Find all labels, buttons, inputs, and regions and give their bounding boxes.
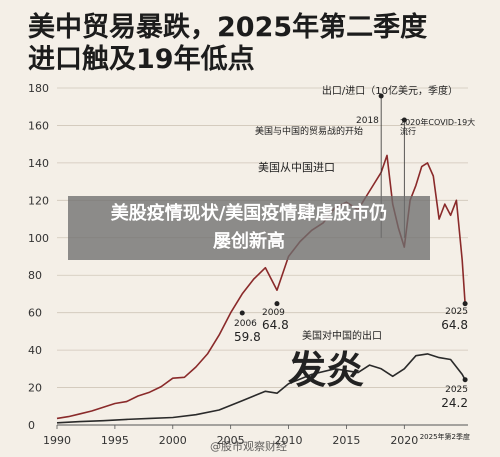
- y-tick-label: 20: [28, 382, 42, 395]
- label-2009-year: 2009: [262, 308, 285, 318]
- y-tick-label: 80: [28, 269, 42, 282]
- chart-title-line2: 进口触及19年低点: [28, 44, 255, 75]
- y-tick-label: 40: [28, 344, 42, 357]
- y-tick-label: 160: [28, 119, 49, 132]
- export-series-label: 美国对中国的出口: [302, 329, 382, 342]
- x-axis-ticks: 1990 1995 2000 2005 2010 2015 2020: [43, 424, 468, 447]
- y-tick-label: 0: [28, 419, 35, 432]
- annotations: 出口/进口（10亿美元，季度） 美国与中国的贸易战的开始 2020年COVID-…: [210, 84, 475, 453]
- label-2025-import-year: 2025: [445, 307, 468, 317]
- x-tick-label: 2000: [159, 434, 187, 447]
- footnote: 2025年第2季度: [420, 432, 470, 441]
- y-tick-label: 60: [28, 307, 42, 320]
- watermark: @股市观察财经: [210, 439, 287, 453]
- value-label-dot: [462, 377, 468, 383]
- label-2025-export-year: 2025: [445, 385, 468, 395]
- value-label-dot: [239, 310, 245, 316]
- x-tick-label: 2010: [275, 434, 303, 447]
- covid-annotation-line2: 流行: [400, 126, 416, 136]
- overlay-text: 发炎: [288, 348, 364, 392]
- y-tick-label: 140: [28, 157, 49, 170]
- banner-line2: 屡创新高: [213, 231, 285, 252]
- covid-marker-dot: [401, 117, 407, 123]
- import-series-label: 美国从中国进口: [258, 161, 335, 174]
- x-tick-label: 1990: [43, 434, 71, 447]
- import-series-line: [56, 154, 466, 420]
- covid-annotation-line1: 2020年COVID-19大: [400, 117, 475, 127]
- x-tick-label: 2020: [390, 434, 418, 447]
- export-series-line: [56, 353, 466, 424]
- overlay-banner: 美股疫情现状/美国疫情肆虐股市仍 屡创新高: [68, 196, 430, 260]
- chart-title-line1: 美中贸易暴跌，2025年第二季度: [28, 12, 428, 43]
- y-axis-ticks: 0 20 40 60 80 100 120 140 160 180: [28, 82, 49, 432]
- label-2006-year: 2006: [234, 319, 257, 329]
- unit-label: 出口/进口（10亿美元，季度）: [322, 84, 458, 97]
- label-2009-value: 64.8: [262, 318, 289, 332]
- trade-war-annotation: 美国与中国的贸易战的开始: [255, 125, 363, 137]
- y-tick-label: 120: [28, 194, 49, 207]
- y-tick-label: 100: [28, 232, 49, 245]
- x-tick-label: 2005: [217, 434, 245, 447]
- trade-war-year-label: 2018: [356, 116, 379, 126]
- label-2006-value: 59.8: [234, 330, 261, 344]
- value-label-dot: [462, 301, 468, 307]
- trade-war-marker-dot: [378, 93, 384, 99]
- banner-line1: 美股疫情现状/美国疫情肆虐股市仍: [110, 203, 388, 224]
- x-tick-label: 1995: [101, 434, 129, 447]
- label-2025-export-value: 24.2: [441, 396, 468, 410]
- value-label-dot: [274, 301, 280, 307]
- x-tick-label: 2015: [332, 434, 360, 447]
- label-2025-import-value: 64.8: [441, 318, 468, 332]
- y-tick-label: 180: [28, 82, 49, 95]
